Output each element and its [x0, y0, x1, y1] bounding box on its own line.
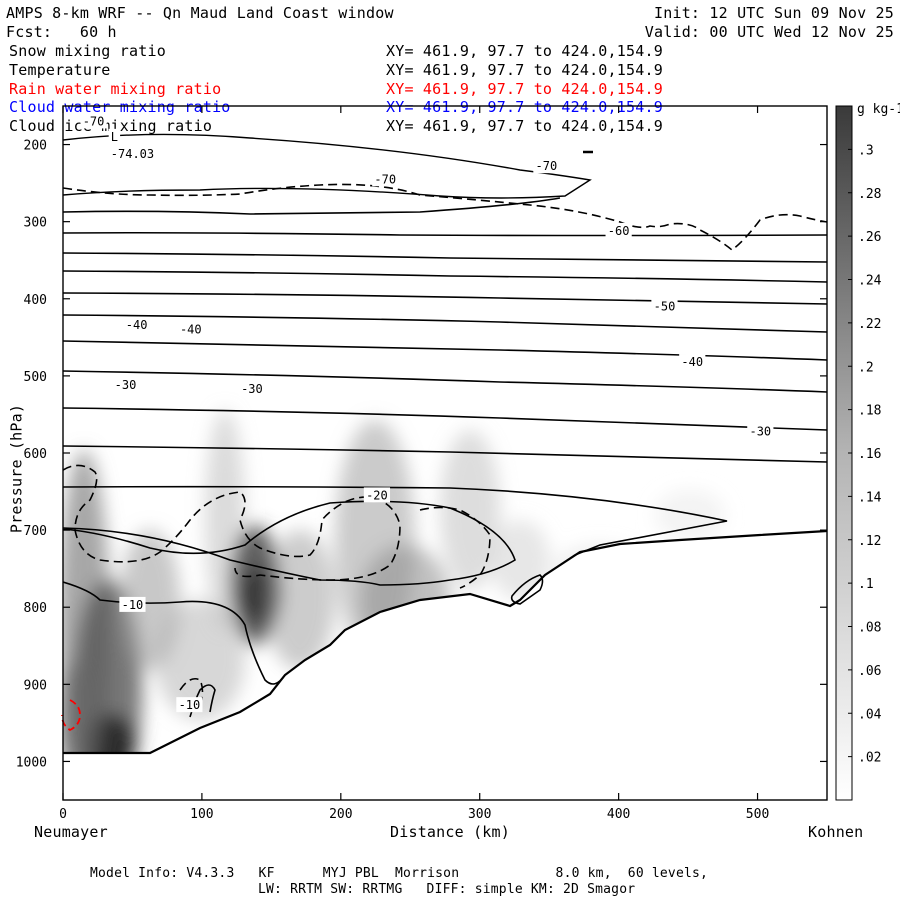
- colorbar-label: .18: [858, 404, 881, 419]
- contour-label-bg: [108, 128, 121, 144]
- y-axis: 200 300 400 500 600 700 800 900 1000: [16, 139, 827, 770]
- x-tick-label: 0: [59, 807, 67, 822]
- contour-label: -50: [654, 299, 676, 313]
- field-xy-cloud-water: XY= 461.9, 97.7 to 424.0,154.9: [386, 98, 663, 116]
- colorbar-label: .06: [858, 664, 881, 679]
- y-tick-label: 200: [24, 139, 47, 154]
- rain-water-contour: [61, 699, 81, 732]
- contour-label-bg: [372, 171, 399, 187]
- temperature-contours: [63, 133, 827, 718]
- field-name-rain: Rain water mixing ratio: [9, 80, 222, 98]
- contour-label-bg: [80, 113, 107, 129]
- colorbar: g kg-1 .02 .04 .06 .08 .1 .12 .14 .16 .18 .2 .22 .2…: [835, 102, 900, 801]
- x-tick-label: 100: [190, 807, 213, 822]
- contour-label: -40: [126, 318, 148, 332]
- x-axis-label: Distance (km): [390, 823, 510, 841]
- colorbar-label: .26: [858, 230, 881, 245]
- colorbar-units: g kg-1: [857, 102, 900, 117]
- contour-label-bg: [238, 380, 266, 396]
- field-name-temperature: Temperature: [9, 61, 111, 79]
- contour-label: -60: [608, 224, 630, 238]
- right-station-label: Kohnen: [808, 823, 864, 841]
- contour-label-bg: [119, 596, 146, 612]
- chart-title: AMPS 8-km WRF -- Qn Maud Land Coast wind…: [6, 4, 394, 22]
- y-tick-label: 800: [24, 601, 47, 616]
- model-info: Model Info: V4.3.3 KF MYJ PBL Morrison 8…: [90, 866, 709, 881]
- y-tick-label: 900: [24, 678, 47, 693]
- contour-label-bg: [533, 158, 560, 174]
- colorbar-label: .1: [858, 577, 874, 592]
- contour-label-bg: [747, 423, 774, 439]
- x-tick-label: 400: [607, 807, 630, 822]
- x-tick-label: 200: [329, 807, 352, 822]
- terrain-mask: [63, 531, 827, 800]
- contour-label: -10: [179, 698, 201, 712]
- colorbar-label: .28: [858, 187, 881, 202]
- contour-label-bg: [177, 321, 204, 337]
- colorbar-label: .02: [858, 751, 881, 766]
- contour-label-bg: [112, 377, 139, 393]
- contour-label-bg: [108, 145, 157, 161]
- colorbar-label: .16: [858, 447, 881, 462]
- contour-label: -20: [366, 488, 388, 502]
- y-tick-label: 600: [24, 447, 47, 462]
- contour-label-bg: [679, 354, 706, 370]
- colorbar-label: .3: [858, 143, 874, 158]
- contour-label: -30: [241, 382, 263, 396]
- y-axis-label: Pressure (hPa): [7, 403, 26, 534]
- contour-label: -40: [180, 323, 202, 337]
- field-xy-cloud-ice: XY= 461.9, 97.7 to 424.0,154.9: [386, 117, 663, 135]
- contour-label-bg: [651, 298, 678, 314]
- field-xy-snow: XY= 461.9, 97.7 to 424.0,154.9: [386, 42, 663, 60]
- physics-info: LW: RRTM SW: RRTMG DIFF: simple KM: 2D S…: [258, 882, 636, 897]
- contour-label: L: [111, 130, 118, 144]
- contour-label-bg: [123, 316, 150, 332]
- y-tick-label: 500: [24, 370, 47, 385]
- init-time: Init: 12 UTC Sun 09 Nov 25: [654, 4, 894, 22]
- colorbar-label: .12: [858, 534, 881, 549]
- x-tick-label: 500: [746, 807, 769, 822]
- left-station-label: Neumayer: [34, 823, 108, 841]
- field-name-snow: Snow mixing ratio: [9, 42, 166, 60]
- contour-label: -70: [374, 172, 396, 186]
- forecast-hour: Fcst: 60 h: [6, 23, 117, 41]
- contour-label-bg: [605, 222, 632, 238]
- colorbar-label: .24: [858, 274, 882, 289]
- contour-label: -30: [115, 378, 137, 392]
- field-xy-temperature: XY= 461.9, 97.7 to 424.0,154.9: [386, 61, 663, 79]
- field-name-cloud-water: Cloud water mixing ratio: [9, 98, 231, 116]
- y-tick-label: 400: [24, 293, 47, 308]
- colorbar-label: .2: [858, 360, 874, 375]
- contour-label: -70: [536, 159, 558, 173]
- contour-label-bg: [176, 697, 203, 713]
- colorbar-label: .22: [858, 317, 881, 332]
- y-tick-label: 700: [24, 524, 47, 539]
- valid-time: Valid: 00 UTC Wed 12 Nov 25: [644, 23, 894, 41]
- snow-mixing-ratio-shading: [63, 410, 725, 800]
- colorbar-label: .14: [858, 490, 882, 505]
- contour-label: -10: [122, 598, 144, 612]
- x-tick-label: 300: [468, 807, 491, 822]
- y-tick-label: 1000: [16, 755, 47, 770]
- contour-label: -70: [83, 114, 105, 128]
- contour-label: -40: [681, 355, 703, 369]
- colorbar-label: .08: [858, 621, 881, 636]
- contour-label: -30: [749, 424, 771, 438]
- field-xy-rain: XY= 461.9, 97.7 to 424.0,154.9: [386, 80, 663, 98]
- colorbar-label: .04: [858, 707, 882, 722]
- contour-labels: -70 -74.03 L -70 -70 -60 -50 -40 -40 -40 -30 -30 -30…: [80, 113, 774, 713]
- contour-label: -74.03: [111, 147, 154, 161]
- y-tick-label: 300: [24, 216, 47, 231]
- x-axis: 0 100 200 300 400 500: [59, 106, 769, 822]
- terrain-outline: [63, 529, 828, 755]
- contour-label-bg: [363, 487, 391, 503]
